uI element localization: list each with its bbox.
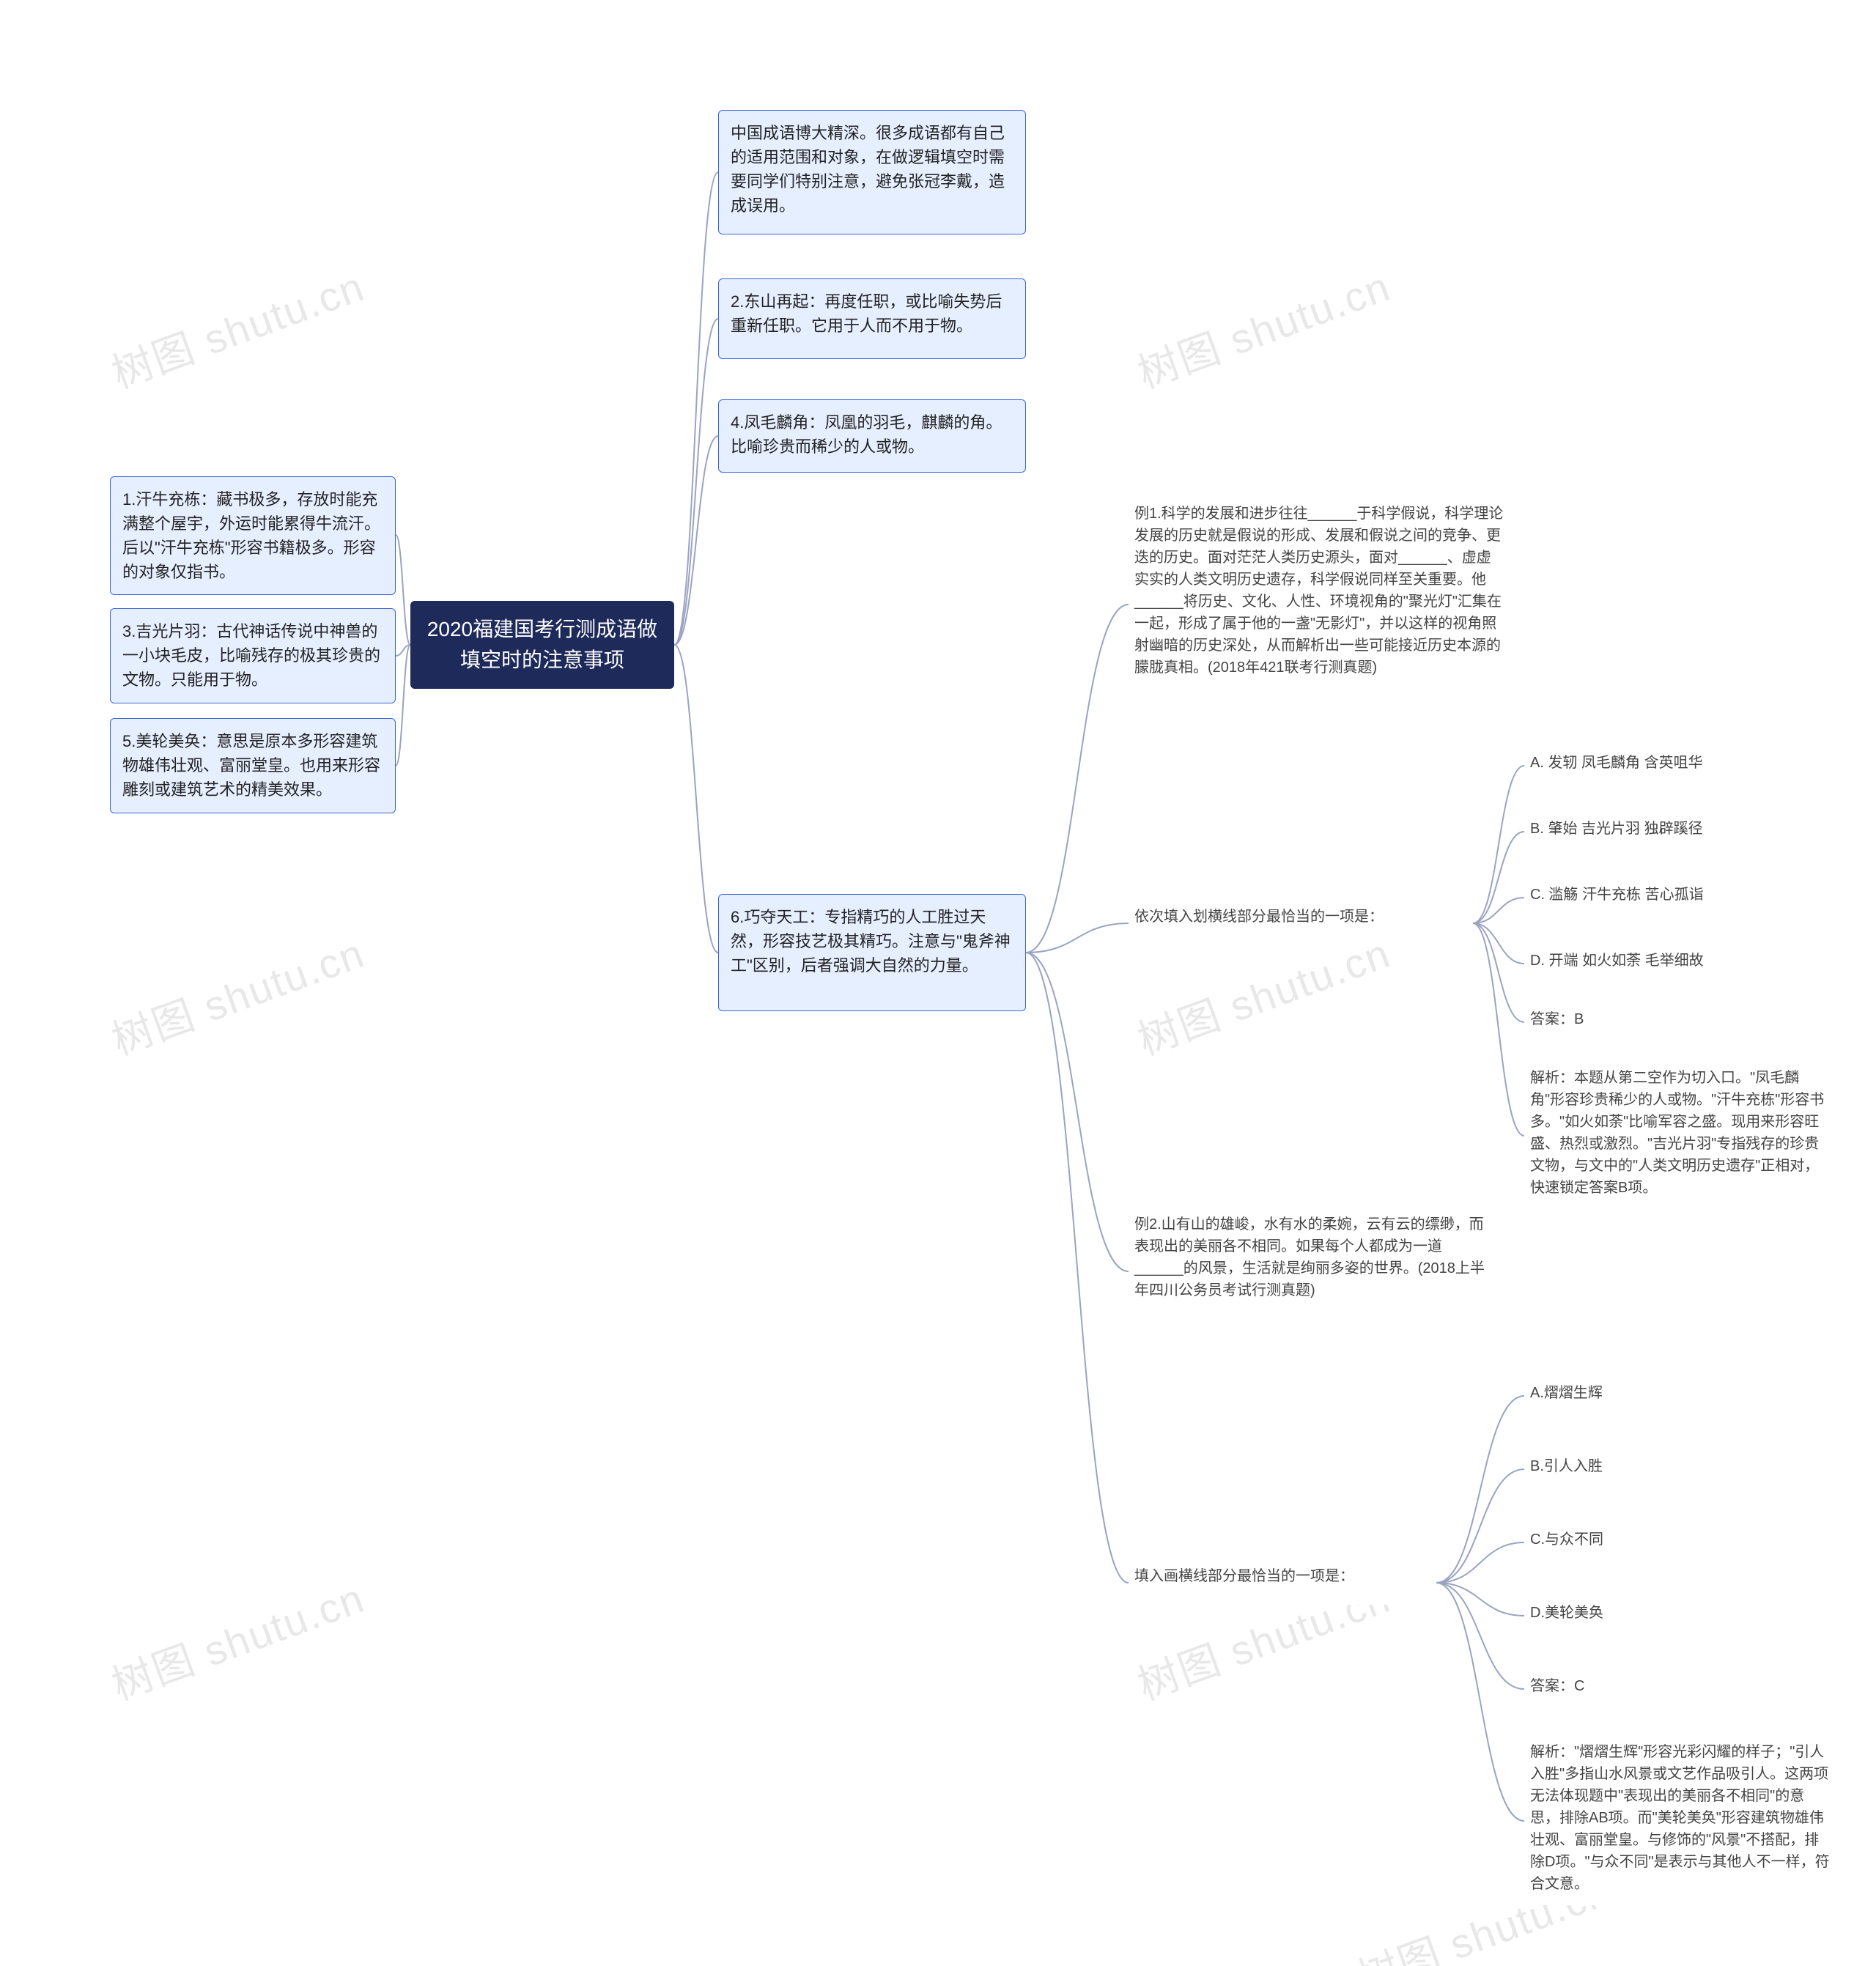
example-2-stem: 例2.山有山的雄峻，水有水的柔婉，云有云的缥缈，而表现出的美丽各不相同。如果每个… [1129,1209,1495,1334]
q1-option-c: C. 滥觞 汗牛充栋 苦心孤诣 [1524,879,1803,916]
right-node-6: 6.巧夺天工：专指精巧的人工胜过天然，形容技艺极其精巧。注意与"鬼斧神工"区别，… [718,894,1026,1011]
question-2-prompt: 填入画横线部分最恰当的一项是： [1129,1561,1436,1605]
left-node-1: 1.汗牛充栋：藏书极多，存放时能充满整个屋宇，外运时能累得牛流汗。后以"汗牛充栋… [110,476,396,595]
q1-answer: 答案：B [1524,1004,1671,1041]
q2-answer: 答案：C [1524,1671,1671,1707]
q1-option-d: D. 开端 如火如荼 毛举细故 [1524,945,1803,982]
example-1-stem: 例1.科学的发展和进步往往______于科学假说，科学理论发展的历史就是假说的形… [1129,498,1510,711]
question-1-prompt: 依次填入划横线部分最恰当的一项是： [1129,901,1473,945]
watermark-text: 树图 shutu.cn [103,254,372,400]
watermark-text: 树图 shutu.cn [1129,254,1397,400]
q2-option-d: D.美轮美奂 [1524,1597,1707,1634]
right-node-4: 4.凤毛麟角：凤凰的羽毛，麒麟的角。比喻珍贵而稀少的人或物。 [718,399,1026,473]
q2-option-c: C.与众不同 [1524,1524,1707,1561]
right-node-2: 2.东山再起：再度任职，或比喻失势后重新任职。它用于人而不用于物。 [718,278,1026,359]
mindmap-canvas: 树图 shutu.cn 树图 shutu.cn 树图 shutu.cn 树图 shut… [0,0,1876,1966]
q2-option-b: B.引人入胜 [1524,1451,1707,1488]
q2-explanation: 解析："熠熠生辉"形容光彩闪耀的样子；"引人入胜"多指山水风景或文艺作品吸引人。… [1524,1737,1839,1905]
right-node-intro: 中国成语博大精深。很多成语都有自己的适用范围和对象，在做逻辑填空时需要同学们特别… [718,110,1026,234]
left-node-5: 5.美轮美奂：意思是原本多形容建筑物雄伟壮观、富丽堂皇。也用来形容雕刻或建筑艺术… [110,718,396,813]
q2-option-a: A.熠熠生辉 [1524,1378,1707,1414]
root-node: 2020福建国考行测成语做填空时的注意事项 [410,601,674,689]
watermark-text: 树图 shutu.cn [103,1565,372,1712]
watermark-text: 树图 shutu.cn [103,920,372,1067]
q1-option-b: B. 肇始 吉光片羽 独辟蹊径 [1524,813,1803,850]
q1-explanation: 解析：本题从第二空作为切入口。"凤毛麟角"形容珍贵稀少的人或物。"汗牛充栋"形容… [1524,1063,1839,1209]
q1-option-a: A. 发轫 凤毛麟角 含英咀华 [1524,747,1803,784]
left-node-3: 3.吉光片羽：古代神话传说中神兽的一小块毛皮，比喻残存的极其珍贵的文物。只能用于… [110,608,396,703]
